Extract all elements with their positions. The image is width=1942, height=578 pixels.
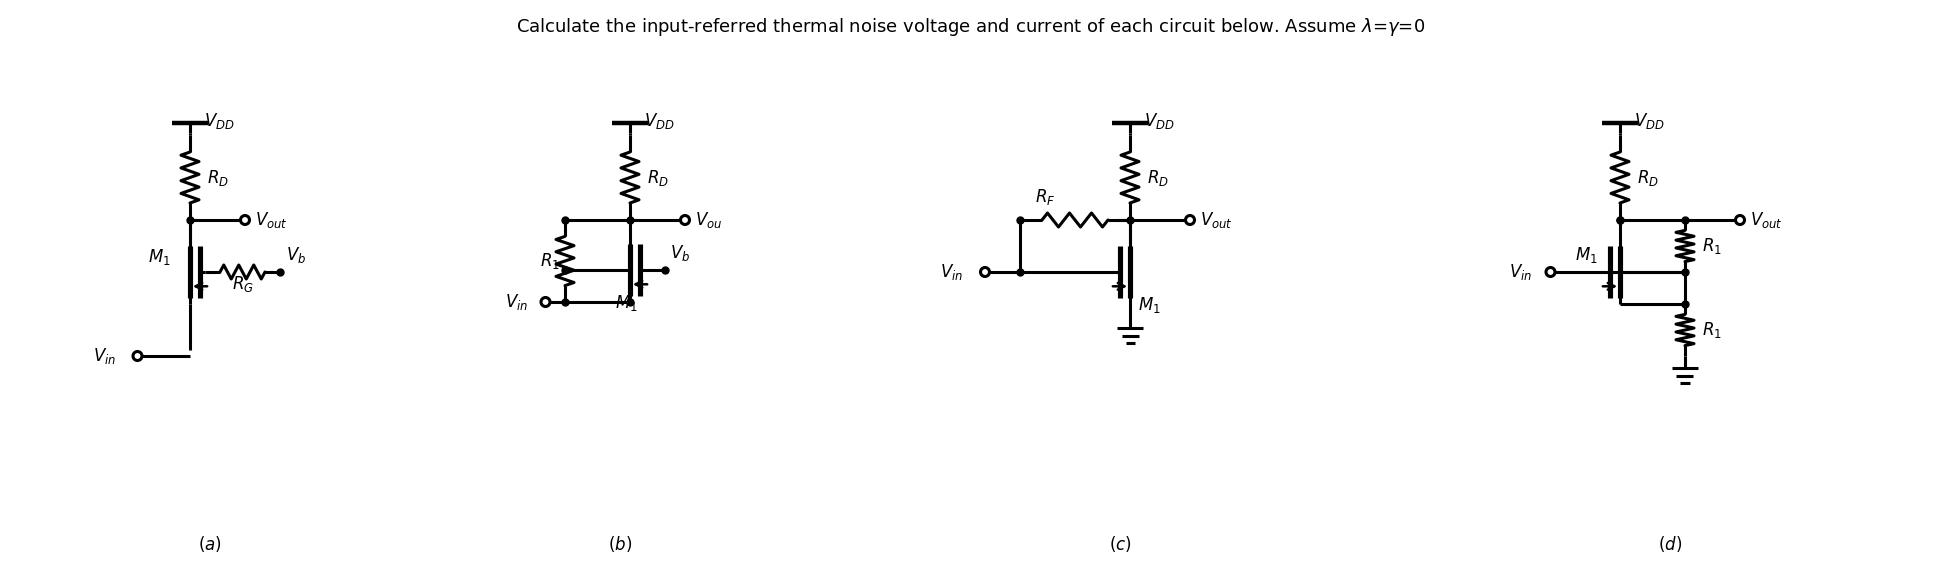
Circle shape xyxy=(680,216,689,224)
Circle shape xyxy=(1185,216,1194,224)
Text: $V_{DD}$: $V_{DD}$ xyxy=(645,111,674,131)
Text: $V_{in}$: $V_{in}$ xyxy=(505,292,528,312)
Text: $(b)$: $(b)$ xyxy=(608,534,631,554)
Text: $M_1$: $M_1$ xyxy=(1138,295,1161,315)
Text: $R_D$: $R_D$ xyxy=(1637,168,1658,187)
Text: $V_{out}$: $V_{out}$ xyxy=(254,210,287,230)
Text: $R_G$: $R_G$ xyxy=(231,274,254,294)
Text: $V_b$: $V_b$ xyxy=(285,245,307,265)
Text: $(d)$: $(d)$ xyxy=(1658,534,1682,554)
Text: $V_{in}$: $V_{in}$ xyxy=(93,346,117,366)
Text: $R_D$: $R_D$ xyxy=(647,168,668,187)
Text: $R_1$: $R_1$ xyxy=(540,251,559,271)
Circle shape xyxy=(981,268,990,276)
Text: $R_1$: $R_1$ xyxy=(1701,236,1723,256)
Text: $M_1$: $M_1$ xyxy=(1575,245,1598,265)
Circle shape xyxy=(132,351,142,361)
Circle shape xyxy=(1546,268,1556,276)
Text: $V_{DD}$: $V_{DD}$ xyxy=(1633,111,1664,131)
Text: $V_b$: $V_b$ xyxy=(670,243,689,263)
Circle shape xyxy=(241,216,249,224)
Circle shape xyxy=(1736,216,1744,224)
Text: $R_1$: $R_1$ xyxy=(1701,320,1723,340)
Text: $V_{out}$: $V_{out}$ xyxy=(1750,210,1783,230)
Text: $(c)$: $(c)$ xyxy=(1109,534,1132,554)
Text: $R_D$: $R_D$ xyxy=(208,168,229,187)
Text: $R_D$: $R_D$ xyxy=(1148,168,1169,187)
Text: $M_1$: $M_1$ xyxy=(148,247,171,267)
Text: $V_{out}$: $V_{out}$ xyxy=(1200,210,1233,230)
Text: $V_{in}$: $V_{in}$ xyxy=(1509,262,1532,282)
Circle shape xyxy=(542,298,550,306)
Text: $V_{ou}$: $V_{ou}$ xyxy=(695,210,722,230)
Text: $V_{in}$: $V_{in}$ xyxy=(940,262,963,282)
Text: $V_{DD}$: $V_{DD}$ xyxy=(204,111,235,131)
Text: $V_{DD}$: $V_{DD}$ xyxy=(1144,111,1175,131)
Text: $R_F$: $R_F$ xyxy=(1035,187,1055,207)
Text: Calculate the input-referred thermal noise voltage and current of each circuit b: Calculate the input-referred thermal noi… xyxy=(517,16,1425,38)
Text: $M_1$: $M_1$ xyxy=(616,293,637,313)
Text: $(a)$: $(a)$ xyxy=(198,534,221,554)
